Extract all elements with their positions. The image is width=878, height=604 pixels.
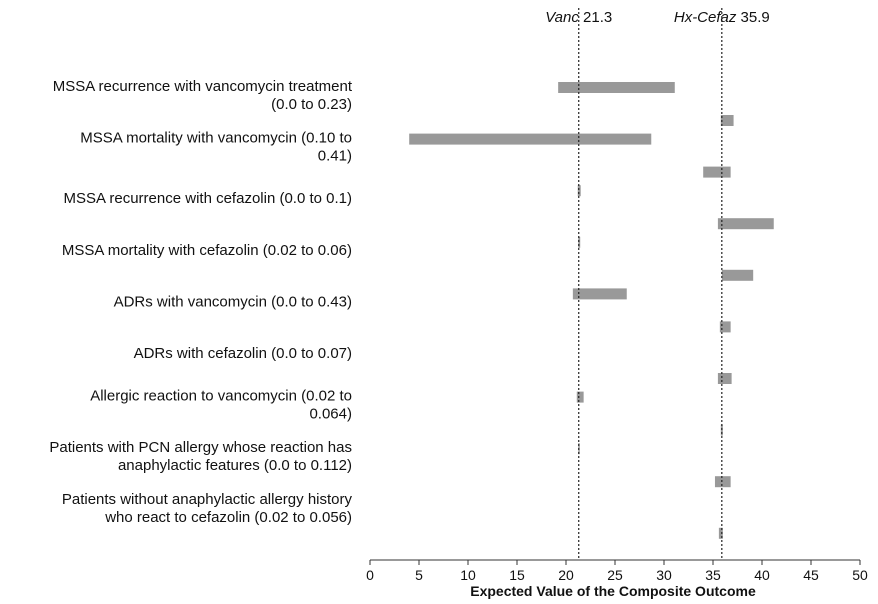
reference-labels: Vanc 21.3 Hx-Cefaz 35.9 (545, 9, 770, 26)
parameter-label: MSSA recurrence with cefazolin (0.0 to 0… (64, 190, 352, 207)
parameter-label: MSSA recurrence with vancomycin treatmen… (53, 78, 353, 95)
x-tick-label: 10 (460, 567, 476, 583)
vanc-bar (558, 82, 675, 93)
reference-line-label: Vanc 21.3 (545, 9, 612, 26)
cefaz-bar (703, 166, 731, 178)
parameter-label: ADRs with cefazolin (0.0 to 0.07) (134, 345, 352, 362)
cefaz-bar (717, 218, 774, 230)
x-tick-label: 20 (558, 567, 574, 583)
parameter-labels: MSSA recurrence with vancomycin treatmen… (49, 78, 352, 526)
parameter-label: Patients with PCN allergy whose reaction… (49, 439, 352, 456)
vanc-bar (578, 236, 581, 248)
parameter-label: MSSA mortality with cefazolin (0.02 to 0… (62, 242, 352, 259)
parameter-label: (0.0 to 0.23) (271, 96, 352, 113)
vanc-bar (572, 288, 627, 300)
parameter-label: who react to cefazolin (0.02 to 0.056) (104, 509, 352, 526)
parameter-label: Patients without anaphylactic allergy hi… (62, 491, 353, 508)
x-tick-label: 50 (852, 567, 868, 583)
x-tick-label: 35 (705, 567, 721, 583)
x-tick-label: 40 (754, 567, 770, 583)
cefaz-bar (714, 476, 731, 488)
cefaz-bar (717, 373, 732, 384)
cefaz-bar (720, 424, 723, 436)
x-tick-label: 5 (415, 567, 423, 583)
x-tick-label: 0 (366, 567, 374, 583)
parameter-label: MSSA mortality with vancomycin (0.10 to (80, 130, 352, 147)
cefaz-bar (720, 115, 734, 126)
x-tick-label: 25 (607, 567, 623, 583)
x-axis: 0 5 10 15 20 25 30 35 40 45 50 (366, 559, 868, 583)
parameter-label: ADRs with vancomycin (0.0 to 0.43) (114, 293, 352, 310)
vanc-bar (409, 133, 652, 145)
parameter-label: 0.41) (318, 148, 352, 165)
x-tick-label: 30 (656, 567, 672, 583)
parameter-label: 0.064) (309, 406, 352, 423)
x-axis-title: Expected Value of the Composite Outcome (470, 583, 756, 599)
parameter-label: Allergic reaction to vancomycin (0.02 to (90, 388, 352, 405)
x-tick-label: 45 (803, 567, 819, 583)
x-tick-label: 15 (509, 567, 525, 583)
parameter-label: anaphylactic features (0.0 to 0.112) (118, 457, 352, 474)
reference-line-label: Hx-Cefaz 35.9 (674, 9, 770, 26)
vanc-bar (577, 185, 581, 197)
bars (409, 82, 774, 539)
reference-lines (578, 8, 723, 560)
cefaz-bar (721, 269, 754, 281)
cefaz-bar (719, 321, 731, 333)
cefaz-bar (718, 527, 723, 539)
vanc-bar (576, 391, 584, 403)
